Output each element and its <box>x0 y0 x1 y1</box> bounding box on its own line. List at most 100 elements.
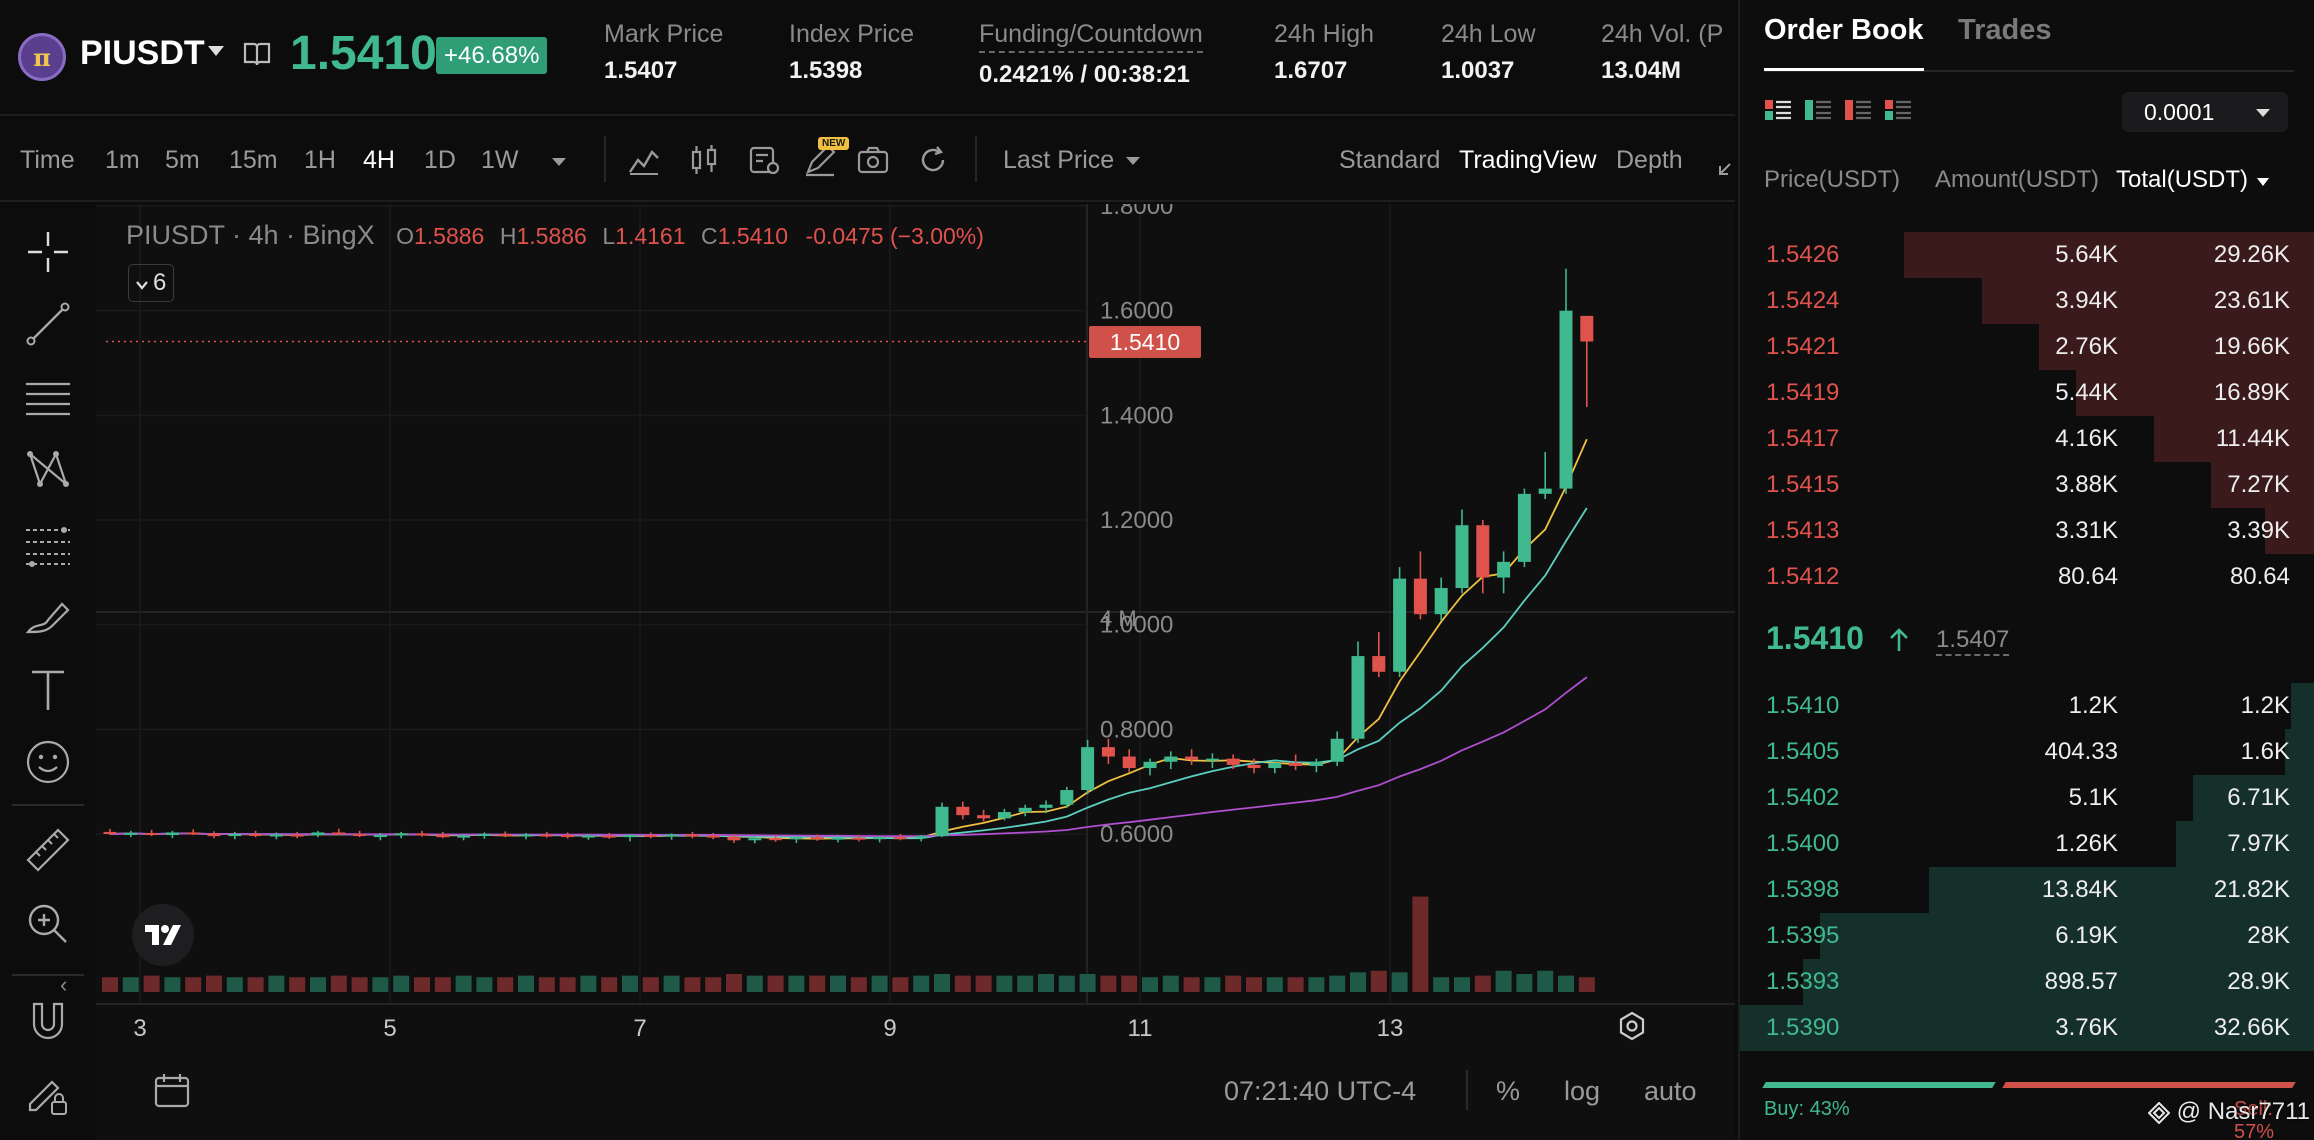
ask-row[interactable]: 1.5426 5.64K 29.26K <box>1740 232 2314 278</box>
ruler-icon[interactable] <box>22 824 74 876</box>
layout-bids-icon[interactable] <box>1804 98 1832 122</box>
emoji-icon[interactable] <box>22 736 74 788</box>
indicators-toggle[interactable]: 6 <box>128 264 174 302</box>
candle-up <box>914 836 928 839</box>
bid-price: 1.5390 <box>1766 1014 1840 1041</box>
timeframe-1w[interactable]: 1W <box>481 146 519 174</box>
refresh-icon[interactable] <box>915 142 951 178</box>
depth-bar <box>1982 278 2314 324</box>
collapse-arrow-icon[interactable] <box>1716 160 1734 178</box>
bid-row[interactable]: 1.5398 13.84K 21.82K <box>1740 867 2314 913</box>
price-source-select[interactable]: Last Price <box>1003 146 1142 175</box>
zoom-in-icon[interactable] <box>22 898 74 950</box>
bid-row[interactable]: 1.5400 1.26K 7.97K <box>1740 821 2314 867</box>
ask-amount: 3.31K <box>2055 517 2118 544</box>
bid-row[interactable]: 1.5405 404.33 1.6K <box>1740 729 2314 775</box>
bid-row[interactable]: 1.5390 3.76K 32.66K <box>1740 1005 2314 1051</box>
ask-row[interactable]: 1.5424 3.94K 23.61K <box>1740 278 2314 324</box>
candle-down <box>1289 762 1303 766</box>
scroll-left-icon[interactable]: ‹ <box>60 972 68 997</box>
header-total[interactable]: Total(USDT) <box>2116 166 2270 194</box>
tab-order-book[interactable]: Order Book <box>1764 14 1924 46</box>
settings-icon[interactable] <box>1616 1010 1648 1042</box>
more-timeframes-icon[interactable] <box>550 156 568 168</box>
fib-retracement-icon[interactable] <box>22 518 74 570</box>
candle-up <box>1393 578 1407 672</box>
precision-select[interactable]: 0.0001 <box>2122 92 2288 132</box>
timeframe-time[interactable]: Time <box>20 146 75 174</box>
brush-icon[interactable] <box>22 592 74 644</box>
date-range-icon[interactable] <box>152 1070 192 1110</box>
ask-price: 1.5419 <box>1766 379 1840 406</box>
volume-bar <box>622 975 638 992</box>
layout-split-icon[interactable] <box>1884 98 1912 122</box>
volume-bar <box>518 975 534 992</box>
volume-bar <box>1558 975 1574 992</box>
ask-row[interactable]: 1.5415 3.88K 7.27K <box>1740 462 2314 508</box>
ask-total: 3.39K <box>2227 517 2290 544</box>
ask-row[interactable]: 1.5412 80.64 80.64 <box>1740 554 2314 600</box>
timeframe-1d[interactable]: 1D <box>424 146 456 174</box>
volume-bar <box>871 975 888 992</box>
bid-row[interactable]: 1.5402 5.1K 6.71K <box>1740 775 2314 821</box>
stat-label[interactable]: Funding/Countdown <box>979 20 1203 53</box>
bid-row[interactable]: 1.5393 898.57 28.9K <box>1740 959 2314 1005</box>
horizontal-lines-icon[interactable] <box>22 372 74 424</box>
volume-bar <box>206 975 222 992</box>
stat-funding[interactable]: Funding/Countdown 0.2421% / 00:38:21 <box>979 20 1203 89</box>
stat-label: 24h High <box>1274 20 1375 48</box>
tab-trades[interactable]: Trades <box>1958 14 2052 46</box>
stat-label: 24h Vol. (P <box>1601 20 1724 48</box>
bid-row[interactable]: 1.5410 1.2K 1.2K <box>1740 683 2314 729</box>
ask-row[interactable]: 1.5413 3.31K 3.39K <box>1740 508 2314 554</box>
volume-bar <box>767 975 784 992</box>
volume-bar <box>954 975 971 992</box>
layout-both-icon[interactable] <box>1764 98 1792 122</box>
view-depth[interactable]: Depth <box>1616 146 1683 174</box>
bid-row[interactable]: 1.5395 6.19K 28K <box>1740 913 2314 959</box>
pattern-icon[interactable] <box>22 444 74 496</box>
timeframe-5m[interactable]: 5m <box>165 146 200 174</box>
magnet-icon[interactable] <box>22 996 74 1048</box>
timeframe-1h[interactable]: 1H <box>304 146 336 174</box>
bid-total: 28K <box>2247 922 2290 949</box>
timeframe-15m[interactable]: 15m <box>229 146 278 174</box>
lock-drawings-icon[interactable] <box>22 1068 74 1120</box>
candle-down <box>1580 315 1594 342</box>
candle-up <box>748 838 762 841</box>
symbol-name[interactable]: PIUSDT <box>80 34 205 72</box>
timeframe-1m[interactable]: 1m <box>105 146 140 174</box>
candle-up <box>1018 807 1032 813</box>
text-tool-icon[interactable] <box>22 664 74 716</box>
ask-row[interactable]: 1.5421 2.76K 19.66K <box>1740 324 2314 370</box>
view-standard[interactable]: Standard <box>1339 146 1441 174</box>
price-tick-label: 1.2000 <box>1100 507 1173 534</box>
timeframe-4h[interactable]: 4H <box>363 146 395 174</box>
book-icon[interactable] <box>242 40 272 68</box>
crosshair-icon[interactable] <box>22 226 74 278</box>
ask-row[interactable]: 1.5417 4.16K 11.44K <box>1740 416 2314 462</box>
price-chart[interactable]: 1.8000 1.6000 1.4000 1.2000 1.0000 0.8000 0.60… <box>60 193 1735 1140</box>
view-tradingview[interactable]: TradingView <box>1459 146 1597 174</box>
template-icon[interactable] <box>746 142 782 178</box>
tradingview-logo[interactable] <box>132 904 194 966</box>
ask-row[interactable]: 1.5419 5.44K 16.89K <box>1740 370 2314 416</box>
symbol-dropdown-icon[interactable] <box>208 46 224 56</box>
auto-scale-toggle[interactable]: auto <box>1644 1076 1697 1106</box>
chevron-down-icon <box>136 281 148 290</box>
clock[interactable]: 07:21:40 UTC-4 <box>1224 1076 1417 1106</box>
layout-asks-icon[interactable] <box>1844 98 1872 122</box>
price-tick-label: 0.6000 <box>1100 821 1173 848</box>
trend-line-icon[interactable] <box>22 298 74 350</box>
candle-type-icon[interactable] <box>686 142 722 178</box>
change-badge: +46.68% <box>436 37 548 74</box>
chart-canvas[interactable]: 1.8000 1.6000 1.4000 1.2000 1.0000 0.8000 0.60… <box>96 193 1735 1140</box>
percent-scale-toggle[interactable]: % <box>1496 1076 1521 1106</box>
indicators-icon[interactable] <box>626 142 662 178</box>
mark-price-mid[interactable]: 1.5407 <box>1936 626 2010 656</box>
buy-ratio-label: Buy: 43% <box>1764 1098 1850 1120</box>
log-scale-toggle[interactable]: log <box>1564 1076 1601 1106</box>
camera-icon[interactable] <box>855 142 891 178</box>
ask-total: 23.61K <box>2213 287 2290 314</box>
volume-bar <box>1516 974 1533 992</box>
